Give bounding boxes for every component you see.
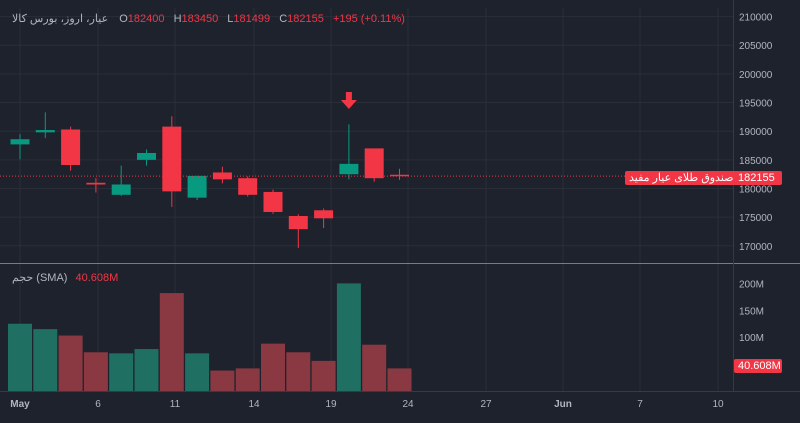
- date-tick-label: May: [10, 399, 30, 410]
- symbol-name: عیار، اروز، بورس کالا: [12, 13, 109, 25]
- volume-bar: [58, 335, 83, 391]
- volume-value: 40.608M: [75, 272, 119, 284]
- candle-body: [263, 191, 283, 212]
- price-tick-label: 180000: [739, 185, 773, 196]
- volume-bar: [387, 368, 412, 391]
- high-value: 183450: [181, 13, 219, 25]
- volume-label: حجم (SMA): [12, 272, 68, 284]
- candle-body: [137, 152, 156, 160]
- candle-body: [288, 216, 308, 230]
- date-tick-label: 24: [402, 399, 414, 410]
- date-tick-label: 10: [712, 399, 724, 410]
- date-tick-label: 19: [325, 399, 337, 410]
- price-tick-label: 210000: [739, 13, 773, 24]
- close-value: 182155: [287, 13, 324, 25]
- price-tick-label: 190000: [739, 127, 773, 138]
- chart-overlay: [0, 92, 733, 177]
- volume-bars: [8, 283, 412, 391]
- volume-bar: [235, 368, 260, 391]
- volume-bar: [8, 323, 32, 391]
- volume-tick-label: 150M: [739, 306, 764, 317]
- candle-body: [111, 184, 131, 195]
- volume-bar: [336, 283, 361, 391]
- price-tick-label: 195000: [739, 99, 773, 110]
- price-tick-label: 205000: [739, 41, 773, 52]
- price-tick-label: 170000: [739, 242, 773, 253]
- candle-body: [390, 174, 409, 177]
- candle-body: [86, 182, 106, 185]
- change-value: +195 (+0.11%): [332, 13, 405, 25]
- volume-tick-label: 100M: [739, 333, 764, 344]
- candle-body: [35, 130, 55, 133]
- last-price-tag: 182155: [734, 171, 782, 185]
- volume-bar: [159, 293, 184, 391]
- axis-labels: 210000 205000 200000 195000 190000 185000 1800…: [10, 13, 773, 410]
- open-key: O: [119, 13, 128, 25]
- date-tick-label: 7: [637, 399, 643, 410]
- volume-bar: [33, 329, 58, 391]
- candle-body: [187, 175, 207, 198]
- volume-bar: [185, 353, 210, 391]
- candle-body: [314, 210, 334, 219]
- candle-body: [162, 126, 182, 192]
- volume-tag: 40.608M: [734, 359, 782, 373]
- price-candles: [10, 112, 409, 249]
- ohlc-legend: عیار، اروز، بورس کالا O182400 H183450 L1…: [12, 12, 405, 25]
- volume-bar: [134, 349, 159, 391]
- date-tick-label: 27: [480, 399, 492, 410]
- date-tick-label: Jun: [554, 399, 572, 410]
- volume-bar: [362, 344, 387, 391]
- price-tick-label: 175000: [739, 213, 773, 224]
- grid-lines: [0, 0, 800, 392]
- volume-bar: [109, 353, 134, 391]
- open-value: 182400: [127, 13, 165, 25]
- date-tick-label: 6: [95, 399, 101, 410]
- high-key: H: [173, 13, 182, 25]
- volume-bar: [311, 360, 336, 391]
- volume-tick-label: 200M: [739, 279, 764, 290]
- instrument-name-tag: صندوق طلای عیار مفید: [625, 171, 738, 185]
- candle-body: [61, 129, 81, 166]
- candle-body: [10, 139, 30, 145]
- volume-bar: [261, 343, 285, 391]
- price-tick-label: 200000: [739, 70, 773, 81]
- candle-body: [364, 148, 384, 179]
- volume-bar: [210, 370, 235, 391]
- date-tick-label: 14: [248, 399, 260, 410]
- candle-body: [238, 178, 258, 195]
- candle-body: [339, 163, 359, 175]
- volume-bar: [286, 352, 311, 391]
- price-tick-label: 185000: [739, 156, 773, 167]
- volume-bar: [83, 352, 108, 391]
- close-key: C: [279, 13, 288, 25]
- low-value: 181499: [233, 13, 271, 25]
- low-key: L: [227, 13, 234, 25]
- volume-legend: حجم (SMA) 40.608M: [12, 271, 118, 284]
- sell-arrow-icon: [340, 92, 357, 109]
- date-tick-label: 11: [170, 399, 181, 410]
